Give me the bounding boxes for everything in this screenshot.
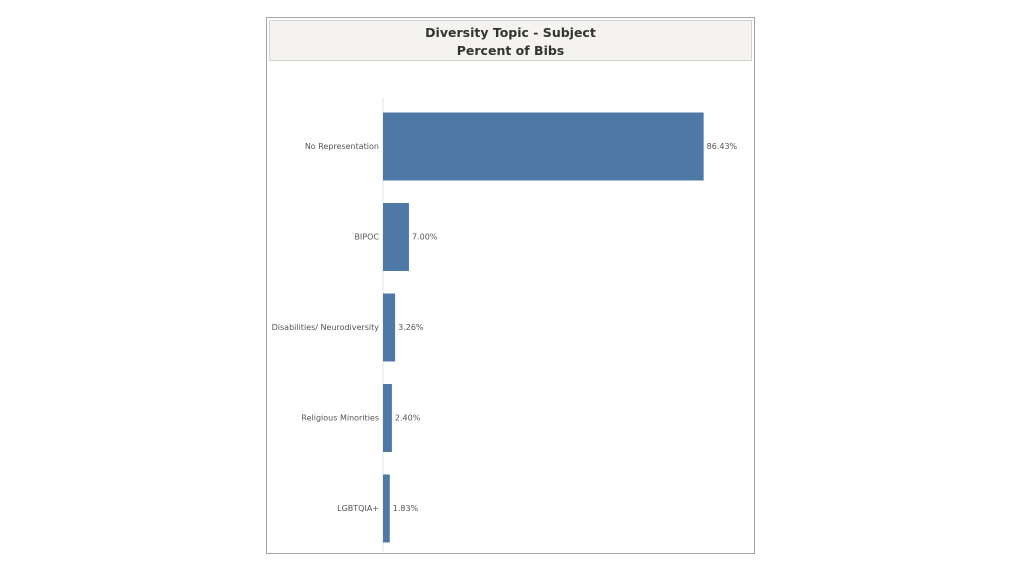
bar-group: Religious Minorities 2.40% (301, 384, 421, 452)
bar-group: Disabilities/ Neurodiversity 3.26% (272, 293, 424, 362)
bar-group: LGBTQIA+ 1.83% (337, 474, 419, 543)
value-label: 3.26% (398, 323, 424, 332)
chart-subtitle: Percent of Bibs (456, 43, 565, 58)
category-label: No Representation (305, 142, 379, 151)
value-label: 2.40% (395, 414, 421, 423)
category-label: LGBTQIA+ (337, 504, 379, 513)
chart-title: Diversity Topic - Subject (425, 25, 596, 40)
value-label: 86.43% (707, 142, 738, 151)
chart-title-box: Diversity Topic - Subject Percent of Bib… (269, 20, 752, 61)
category-label: BIPOC (354, 233, 379, 242)
bar-group: BIPOC 7.00% (354, 203, 438, 271)
bars-layer: No Representation 86.43% BIPOC 7.00% Disabil… (272, 112, 738, 543)
bar-group: No Representation 86.43% (305, 112, 738, 181)
bar[interactable] (383, 203, 409, 271)
chart-frame: Diversity Topic - Subject Percent of Bib… (266, 17, 755, 554)
bar[interactable] (383, 384, 392, 452)
bar[interactable] (383, 112, 704, 181)
category-label: Disabilities/ Neurodiversity (272, 323, 380, 332)
value-label: 1.83% (393, 504, 419, 513)
bar[interactable] (383, 293, 396, 362)
bar[interactable] (383, 474, 390, 543)
category-label: Religious Minorities (301, 414, 379, 423)
value-label: 7.00% (412, 233, 438, 242)
